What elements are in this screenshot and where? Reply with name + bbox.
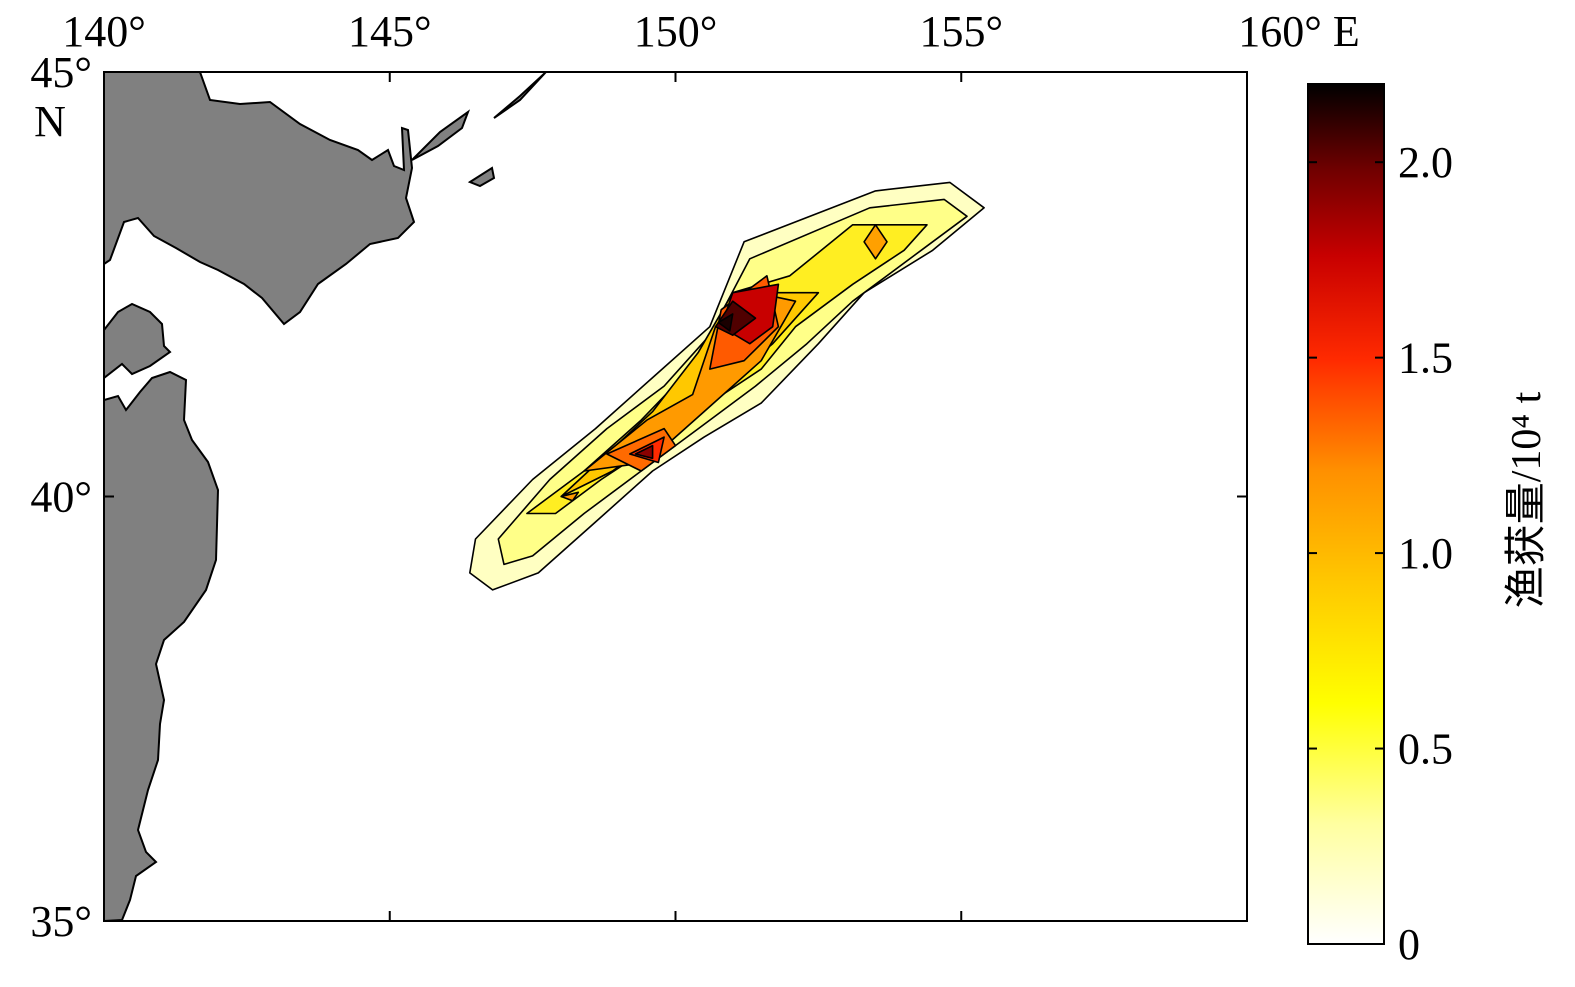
colorbar-ticks: 0 0.5 1.0 1.5 2.0: [1308, 138, 1453, 969]
x-tick-label: 160° E: [1238, 7, 1359, 56]
x-tick-label: 155°: [919, 7, 1003, 56]
y-axis: 35° 40° 45°: [30, 48, 1247, 946]
land-polygon: [411, 109, 471, 161]
colorbar-tick-label: 0.5: [1398, 725, 1453, 774]
colorbar-tick-label: 1.5: [1398, 334, 1453, 383]
catch-contours: [469, 181, 985, 591]
colorbar-gradient: [1307, 83, 1385, 945]
y-tick-label: 35°: [30, 897, 92, 946]
land-polygon: [104, 302, 172, 380]
colorbar-tick-label: 2.0: [1398, 138, 1453, 187]
y-tick-label: 40°: [30, 473, 92, 522]
colorbar-tick-label: 0: [1398, 920, 1420, 969]
colorbar: 0 0.5 1.0 1.5 2.0 渔获量/10⁴ t: [1307, 83, 1550, 969]
map-area: [104, 72, 1247, 921]
y-axis-unit-label: N: [34, 97, 66, 146]
contour-band: [717, 313, 734, 332]
land-polygon: [104, 72, 416, 326]
x-axis: 140° 145° 150° 155° 160° E: [62, 7, 1360, 921]
colorbar-tick-label: 1.0: [1398, 529, 1453, 578]
x-tick-label: 140°: [62, 7, 146, 56]
x-tick-label: 150°: [634, 7, 718, 56]
land-polygon: [467, 166, 496, 188]
y-tick-label: 45°: [30, 48, 92, 97]
land-polygon: [104, 370, 220, 921]
land-masses: [104, 72, 547, 921]
x-tick-label: 145°: [348, 7, 432, 56]
land-polygon: [493, 72, 547, 119]
colorbar-title: 渔获量/10⁴ t: [1504, 391, 1550, 608]
contour-band: [634, 444, 654, 460]
contour-band: [863, 224, 888, 260]
contour-band: [560, 491, 580, 502]
